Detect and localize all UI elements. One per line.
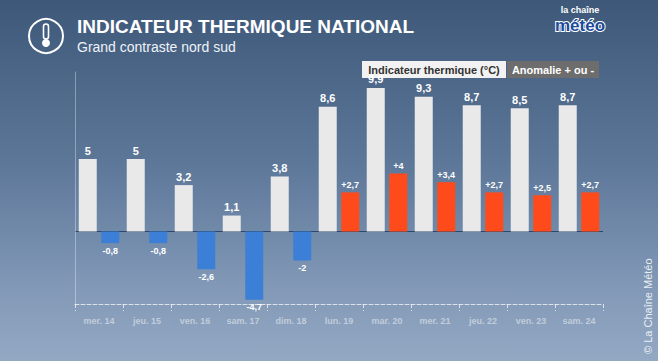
svg-text:mer. 21: mer. 21 bbox=[419, 316, 450, 326]
svg-text:3,2: 3,2 bbox=[176, 171, 191, 183]
svg-text:-0,8: -0,8 bbox=[150, 246, 166, 256]
svg-text:-2,6: -2,6 bbox=[198, 272, 214, 282]
svg-text:Indicateur thermique (°C): Indicateur thermique (°C) bbox=[368, 64, 500, 76]
svg-text:sam. 17: sam. 17 bbox=[226, 316, 259, 326]
svg-text:jeu. 22: jeu. 22 bbox=[468, 316, 497, 326]
svg-text:© La Chaîne Météo: © La Chaîne Météo bbox=[642, 258, 654, 354]
svg-text:8,6: 8,6 bbox=[320, 92, 335, 104]
svg-text:9,3: 9,3 bbox=[416, 82, 431, 94]
svg-text:jeu. 15: jeu. 15 bbox=[132, 316, 161, 326]
svg-text:-0,8: -0,8 bbox=[102, 246, 118, 256]
svg-text:+2,7: +2,7 bbox=[341, 180, 359, 190]
svg-text:Grand contraste nord sud: Grand contraste nord sud bbox=[77, 39, 236, 55]
svg-text:8,7: 8,7 bbox=[560, 91, 575, 103]
svg-text:la chaîne: la chaîne bbox=[561, 5, 600, 15]
svg-text:météo: météo bbox=[555, 16, 605, 35]
svg-text:ven. 16: ven. 16 bbox=[180, 316, 211, 326]
svg-text:-2: -2 bbox=[298, 263, 306, 273]
svg-text:mer. 14: mer. 14 bbox=[83, 316, 114, 326]
svg-text:-4,7: -4,7 bbox=[246, 302, 262, 312]
svg-text:5: 5 bbox=[85, 145, 91, 157]
svg-text:8,7: 8,7 bbox=[464, 91, 479, 103]
svg-text:lun. 19: lun. 19 bbox=[325, 316, 354, 326]
svg-text:+2,7: +2,7 bbox=[581, 180, 599, 190]
svg-text:9,9: 9,9 bbox=[368, 73, 383, 85]
svg-text:+4: +4 bbox=[393, 161, 403, 171]
svg-text:+2,5: +2,5 bbox=[533, 183, 551, 193]
svg-text:5: 5 bbox=[133, 145, 139, 157]
svg-text:+2,7: +2,7 bbox=[485, 180, 503, 190]
svg-text:INDICATEUR THERMIQUE NATIONAL: INDICATEUR THERMIQUE NATIONAL bbox=[77, 16, 414, 37]
svg-text:ven. 23: ven. 23 bbox=[516, 316, 547, 326]
svg-text:8,5: 8,5 bbox=[512, 94, 527, 106]
svg-text:mar. 20: mar. 20 bbox=[371, 316, 402, 326]
svg-text:sam. 24: sam. 24 bbox=[562, 316, 595, 326]
svg-text:3,8: 3,8 bbox=[272, 162, 287, 174]
svg-text:+3,4: +3,4 bbox=[437, 170, 455, 180]
svg-text:dim. 18: dim. 18 bbox=[275, 316, 306, 326]
svg-text:1,1: 1,1 bbox=[224, 201, 239, 213]
svg-text:Anomalie + ou -: Anomalie + ou - bbox=[512, 64, 595, 76]
